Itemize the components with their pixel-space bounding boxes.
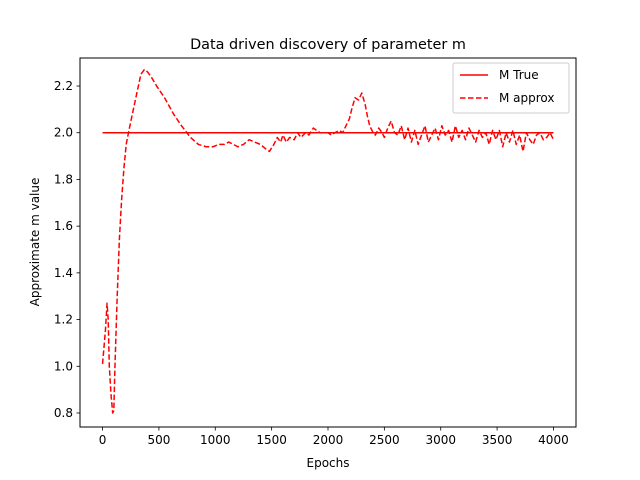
x-tick-label: 3000 xyxy=(425,433,456,447)
x-tick-label: 2500 xyxy=(369,433,400,447)
x-tick-label: 2000 xyxy=(313,433,344,447)
y-axis-label: Approximate m value xyxy=(28,178,42,307)
y-tick-label: 1.2 xyxy=(54,313,73,327)
chart-title: Data driven discovery of parameter m xyxy=(190,37,466,53)
y-tick-label: 0.8 xyxy=(54,406,73,420)
legend: M True M approx xyxy=(452,62,570,114)
legend-label-m-approx: M approx xyxy=(499,91,555,105)
y-axis: 0.8 1.0 1.2 1.4 1.6 1.8 2.0 2.2 xyxy=(54,79,80,420)
y-tick-label: 1.8 xyxy=(54,172,73,186)
x-tick-label: 3500 xyxy=(482,433,513,447)
y-tick-label: 1.4 xyxy=(54,266,73,280)
plot-area xyxy=(101,68,555,414)
series-line-m-approx xyxy=(101,68,555,414)
x-tick-label: 500 xyxy=(147,433,170,447)
y-tick-label: 2.0 xyxy=(54,126,73,140)
x-tick-label: 0 xyxy=(99,433,107,447)
y-tick-label: 2.2 xyxy=(54,79,73,93)
x-tick-label: 4000 xyxy=(538,433,569,447)
x-tick-label: 1500 xyxy=(256,433,287,447)
x-tick-label: 1000 xyxy=(200,433,231,447)
x-axis: 0 500 1000 1500 2000 2500 3000 3500 4000 xyxy=(99,427,569,447)
y-tick-label: 1.0 xyxy=(54,359,73,373)
y-tick-label: 1.6 xyxy=(54,219,73,233)
legend-label-m-true: M True xyxy=(499,68,539,82)
x-axis-label: Epochs xyxy=(307,456,350,470)
